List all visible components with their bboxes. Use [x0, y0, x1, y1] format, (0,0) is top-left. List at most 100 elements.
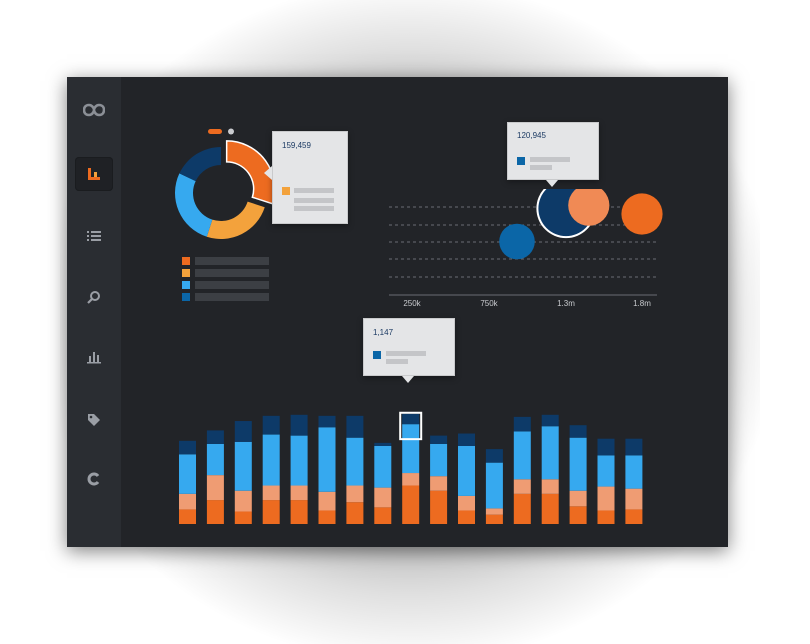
bar-segment: [402, 485, 420, 524]
bar-segment: [234, 490, 252, 512]
bar-segment: [374, 446, 392, 488]
bubble: [499, 223, 535, 260]
tooltip-pointer: [402, 376, 414, 383]
sidebar-item-tags[interactable]: [75, 403, 113, 437]
bar-stack: [625, 438, 643, 524]
bar-segment: [430, 443, 448, 477]
bar-segment: [179, 509, 196, 524]
bar-segment: [541, 426, 559, 480]
donut-segment: [206, 201, 265, 239]
bar-segment: [262, 415, 280, 435]
legend-label-placeholder: [195, 293, 269, 301]
bar-segment: [346, 437, 364, 486]
tooltip-text-placeholder: [530, 165, 552, 170]
bar-segment: [179, 440, 196, 455]
bar-segment: [179, 493, 196, 510]
bar-stack: [458, 433, 475, 524]
bar-stack: [541, 414, 559, 524]
bar-segment: [179, 454, 196, 494]
tooltip-pointer: [546, 180, 558, 187]
main-content: 159,459 250k 750k 1.3m 1.8m 120,945 1,147: [121, 77, 728, 547]
bar-segment: [290, 500, 308, 524]
tooltip-value: 120,945: [517, 131, 546, 140]
bar-segment: [206, 475, 224, 501]
bar-segment: [346, 415, 364, 438]
bar-highlight: [399, 411, 423, 441]
bar-segment: [402, 424, 420, 474]
donut-legend: [182, 257, 282, 305]
bar-stack: [430, 435, 448, 524]
bar-segment: [262, 434, 280, 486]
bar-stack: [318, 415, 336, 524]
x-tick-label: 250k: [403, 299, 421, 308]
bar-segment: [346, 485, 364, 503]
legend-label-placeholder: [195, 281, 269, 289]
bar-segment: [290, 414, 308, 436]
bar-stack: [569, 425, 587, 524]
bar-segment: [458, 510, 475, 524]
bar-segment: [513, 493, 531, 524]
bar-stack: [597, 438, 615, 524]
sidebar-item-search[interactable]: [75, 280, 113, 314]
legend-item: [182, 281, 282, 290]
x-tick-label: 1.3m: [557, 299, 575, 308]
bar-stack: [206, 430, 224, 524]
bar-segment: [625, 455, 643, 489]
bar-stack: [374, 442, 392, 524]
sidebar-item-refresh[interactable]: [75, 462, 113, 496]
donut-segment: [175, 173, 213, 237]
bar-stack: [262, 415, 280, 524]
tooltip-text-placeholder: [386, 351, 426, 356]
bar-segment: [430, 490, 448, 524]
bar-segment: [485, 508, 503, 515]
donut-tooltip: 159,459: [264, 131, 348, 224]
list-icon: [87, 231, 101, 241]
bar-segment: [318, 427, 336, 492]
x-tick-label: 750k: [480, 299, 498, 308]
dashboard-window: 159,459 250k 750k 1.3m 1.8m 120,945 1,147: [67, 77, 728, 547]
bar-segment: [597, 438, 615, 456]
search-icon: [87, 291, 100, 304]
tooltip-swatch: [517, 157, 525, 165]
bar-segment: [262, 500, 280, 524]
tooltip-swatch: [282, 187, 290, 195]
sidebar-item-dashboard[interactable]: [75, 157, 113, 191]
bubble: [568, 189, 610, 226]
bar-stack: [513, 416, 531, 524]
legend-swatch: [182, 293, 190, 301]
bubble-chart: [389, 189, 663, 296]
indicator-dot: [228, 128, 234, 135]
bar-segment: [569, 425, 587, 438]
sidebar-item-home[interactable]: [75, 93, 113, 127]
bar-segment: [541, 479, 559, 494]
tooltip-swatch: [373, 351, 381, 359]
tooltip-value: 159,459: [282, 141, 311, 150]
bar-segment: [458, 446, 475, 496]
donut-chart: [175, 128, 276, 239]
bubble: [621, 193, 663, 235]
sidebar: [67, 77, 121, 547]
tooltip-text-placeholder: [294, 188, 334, 193]
bar-segment: [206, 500, 224, 524]
bar-stack: [399, 411, 423, 524]
donut-segment: [179, 147, 221, 182]
bar-stack: [290, 414, 308, 524]
bar-segment: [346, 502, 364, 524]
bar-segment: [318, 491, 336, 511]
bar-segment: [374, 487, 392, 508]
bar-segment: [485, 462, 503, 509]
bar-segment: [262, 485, 280, 501]
bar-segment: [513, 479, 531, 494]
tooltip-value: 1,147: [373, 328, 394, 337]
bar-segment: [402, 473, 420, 486]
bar-segment: [234, 441, 252, 491]
bar-segment: [513, 416, 531, 432]
bar-segment: [625, 509, 643, 524]
sidebar-item-list[interactable]: [75, 219, 113, 253]
bar-segment: [318, 510, 336, 524]
bar-segment: [206, 430, 224, 444]
sidebar-item-analytics[interactable]: [75, 340, 113, 374]
bar-segment: [597, 510, 615, 524]
bar-tooltip: 1,147: [363, 318, 455, 383]
tooltip-text-placeholder: [530, 157, 570, 162]
